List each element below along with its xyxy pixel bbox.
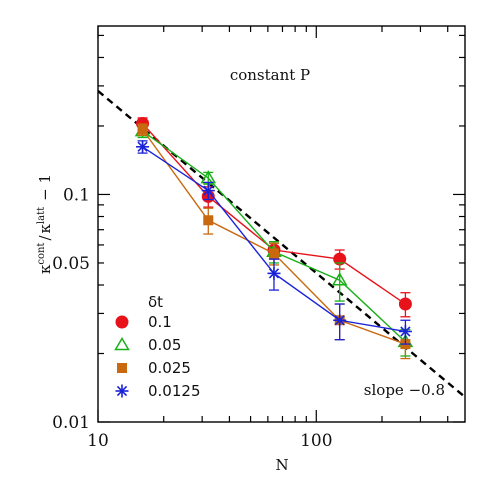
plot-frame xyxy=(97,25,466,423)
legend-entry-0-025-label: 0.025 xyxy=(148,359,191,377)
legend-entry-0-05-label: 0.05 xyxy=(148,336,181,354)
x-axis-label: N xyxy=(275,456,288,474)
annotation-constant-p: constant P xyxy=(230,66,310,84)
series-0-1-point xyxy=(398,297,412,311)
series-0-0125 xyxy=(136,140,412,345)
y-label-minus-one: − 1 xyxy=(36,174,54,201)
legend-entry-0-0125-marker xyxy=(115,384,129,398)
series-0-0125-point xyxy=(201,184,215,198)
y-tick-label: 0.05 xyxy=(52,254,90,274)
asterisk-stroke xyxy=(334,315,345,326)
x-tick-label: 10 xyxy=(87,431,109,451)
legend-entry-0-0125: 0.0125 xyxy=(115,382,201,400)
series-0-0125-point xyxy=(398,324,412,338)
asterisk-stroke xyxy=(268,268,280,279)
plot-area: 10 100 0.01 0.05 0.1 xyxy=(52,25,466,451)
asterisk-stroke xyxy=(203,185,214,196)
legend-entries: 0.1 0.05 0.025 0.0125 xyxy=(114,313,201,400)
legend-entry-0-1-marker xyxy=(115,315,129,329)
series-0-025-point xyxy=(203,215,214,226)
legend-entry-0-025: 0.025 xyxy=(117,359,191,377)
legend: δt 0.1 0.05 0.025 0.0125 xyxy=(114,293,201,400)
series-layer xyxy=(134,117,414,360)
legend-entry-0-1: 0.1 xyxy=(115,313,172,331)
legend-entry-0-0125-label: 0.0125 xyxy=(148,382,201,400)
y-label-sup-cont: cont xyxy=(36,243,47,265)
series-0-025-point xyxy=(137,124,148,135)
series-0-0125-point xyxy=(267,266,281,280)
legend-entry-0-1-label: 0.1 xyxy=(148,313,172,331)
legend-title: δt xyxy=(148,293,163,311)
y-tick-label: 0.1 xyxy=(63,185,90,205)
y-label-kappa-1: κ xyxy=(36,264,54,274)
series-0-0125-point xyxy=(333,313,347,327)
asterisk-stroke xyxy=(116,385,128,397)
asterisk-stroke xyxy=(400,326,411,337)
legend-entry-0-05-marker xyxy=(114,337,130,351)
series-0-05-point xyxy=(331,272,348,286)
legend-entry-0-025-marker xyxy=(117,363,127,373)
tick-layer: 10 100 0.01 0.05 0.1 xyxy=(52,26,465,451)
y-label-sup-latt: latt xyxy=(36,207,47,224)
series-0-0125-point xyxy=(136,140,150,154)
y-tick-label: 0.01 xyxy=(52,413,90,433)
y-axis-label: κcont/κlatt− 1 xyxy=(36,174,54,274)
y-label-kappa-2: κ xyxy=(36,223,54,233)
svg-text:κcont/κlatt− 1: κcont/κlatt− 1 xyxy=(36,174,54,274)
y-label-slash: / xyxy=(36,235,54,241)
x-tick-label: 100 xyxy=(300,431,332,451)
series-0-05 xyxy=(134,123,414,357)
annotation-slope: slope −0.8 xyxy=(364,381,445,399)
series-0-025-point xyxy=(268,248,279,259)
legend-entry-0-05: 0.05 xyxy=(114,336,181,354)
asterisk-stroke xyxy=(137,141,148,152)
